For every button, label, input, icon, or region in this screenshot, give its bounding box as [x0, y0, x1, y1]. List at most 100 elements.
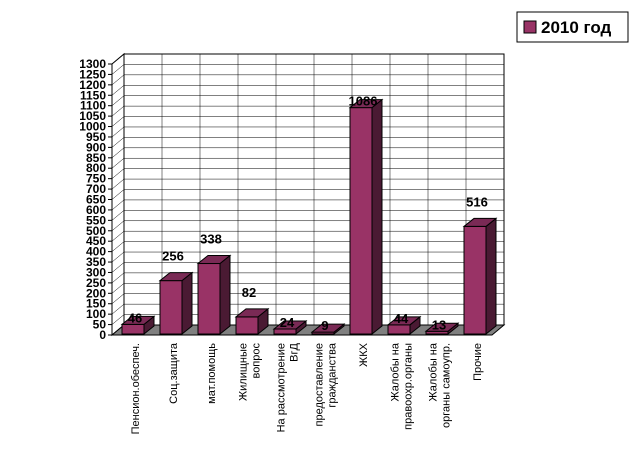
- bar-top: [310, 323, 346, 333]
- data-label: 13: [432, 317, 446, 332]
- y-tick-label: 100: [86, 307, 106, 321]
- category-label-line: органы самоупр.: [441, 343, 453, 428]
- gridline-side: [111, 178, 125, 190]
- gridline-side: [111, 95, 125, 106]
- category-label-line: ЖКХ: [358, 342, 370, 367]
- category-label-line: Пенсион.обеспеч.: [130, 343, 142, 434]
- y-tick-label: 900: [86, 140, 106, 154]
- gridline-side: [111, 85, 125, 96]
- y-tick-label: 50: [93, 318, 107, 332]
- gridline-side: [111, 53, 125, 65]
- category-label-line: Жалобы на: [428, 342, 440, 401]
- bar-top: [386, 316, 422, 326]
- y-tick-label: 150: [86, 297, 106, 311]
- gridline-side: [111, 314, 125, 325]
- data-labels: 46 256 338 82 24 9 1086 44 13 516: [128, 94, 488, 334]
- bar-side: [485, 217, 497, 336]
- gridline-side: [111, 116, 125, 127]
- category-label-line: Прочие: [472, 343, 484, 381]
- bar: [235, 316, 259, 335]
- y-tick-label: 550: [86, 213, 106, 227]
- bar-top: [234, 308, 270, 318]
- y-tick-label: 250: [86, 276, 106, 290]
- gridline-side: [111, 126, 125, 138]
- y-tick-label: 1250: [79, 67, 106, 81]
- bar-top: [120, 315, 156, 325]
- y-tick-label: 0: [99, 328, 106, 342]
- category-label: ЖКХ: [358, 342, 370, 367]
- category-label-line: Жилищные: [238, 343, 250, 401]
- y-tick-label: 700: [86, 182, 106, 196]
- y-tick-label: 350: [86, 255, 106, 269]
- y-tick-label: 1050: [79, 109, 106, 123]
- category-label-line: гражданства: [327, 342, 339, 407]
- gridline-side: [111, 220, 125, 231]
- y-tick-label: 400: [86, 245, 106, 259]
- category-labels: Пенсион.обеспеч. Соц.защита мат.помощь Жили…: [130, 342, 484, 434]
- y-tick-label: 650: [86, 193, 106, 207]
- bar-top: [272, 320, 308, 330]
- category-label: На рассмотрение ВгД: [276, 342, 301, 432]
- gridline-side: [111, 64, 125, 75]
- gridline-side: [111, 283, 125, 294]
- data-label: 24: [280, 315, 295, 330]
- data-label: 44: [394, 311, 409, 326]
- bar: [387, 324, 411, 335]
- y-tick-label: 200: [86, 286, 106, 300]
- y-tick-label: 1300: [79, 57, 106, 71]
- legend-label: 2010 год: [541, 18, 612, 37]
- data-label: 46: [128, 310, 142, 325]
- gridline-side: [111, 74, 125, 86]
- y-tick-label: 1100: [80, 99, 106, 113]
- bar: [121, 323, 145, 335]
- y-tick-label: 600: [86, 203, 106, 217]
- data-label: 256: [162, 249, 184, 264]
- category-label-line: мат.помощь: [206, 343, 218, 404]
- gridline-side: [111, 158, 125, 169]
- category-label-line: Жалобы на: [390, 342, 402, 401]
- category-label-line: Соц.защита: [168, 342, 180, 404]
- y-tick-label: 800: [86, 161, 106, 175]
- y-tick-label: 500: [86, 224, 106, 238]
- category-label: Прочие: [472, 343, 484, 381]
- y-tick-label: 450: [86, 234, 106, 248]
- category-label-line: ВгД: [289, 342, 301, 361]
- gridline-side: [111, 105, 125, 117]
- gridline-side: [111, 241, 125, 252]
- bars: [120, 98, 498, 336]
- gridline-side: [111, 293, 125, 304]
- data-label: 1086: [349, 94, 378, 109]
- bar: [463, 225, 487, 335]
- category-label: Пенсион.обеспеч.: [130, 343, 142, 434]
- gridline-side: [111, 231, 125, 242]
- gridline-side: [111, 168, 125, 179]
- y-axis-ticks: 0501001502002503003504004505005506006507…: [79, 57, 113, 342]
- bar-side: [371, 98, 383, 336]
- gridline-side: [111, 251, 125, 263]
- category-label: предоставление гражданства: [314, 342, 339, 426]
- bar-top: [158, 272, 194, 282]
- data-label: 338: [200, 232, 222, 247]
- category-label: Соц.защита: [168, 342, 180, 404]
- bar-top: [462, 217, 498, 227]
- bar-side: [219, 254, 231, 336]
- bar-side: [181, 271, 193, 336]
- y-tick-label: 850: [86, 151, 106, 165]
- data-label: 82: [242, 285, 256, 300]
- category-label: Жалобы на органы самоупр.: [428, 342, 453, 428]
- gridline-side: [111, 137, 125, 148]
- y-tick-label: 950: [86, 130, 106, 144]
- gridline-side: [111, 262, 125, 273]
- legend-swatch: [523, 20, 537, 34]
- gridline-side: [111, 147, 125, 158]
- legend: 2010 год: [516, 11, 629, 43]
- gridline-side: [111, 303, 125, 315]
- category-label-line: На рассмотрение: [276, 343, 288, 432]
- bar: [159, 280, 183, 335]
- gridline-side: [111, 199, 125, 211]
- y-tick-label: 300: [86, 265, 106, 279]
- bar: [197, 263, 221, 335]
- category-label: мат.помощь: [206, 343, 218, 404]
- data-label: 516: [466, 194, 488, 209]
